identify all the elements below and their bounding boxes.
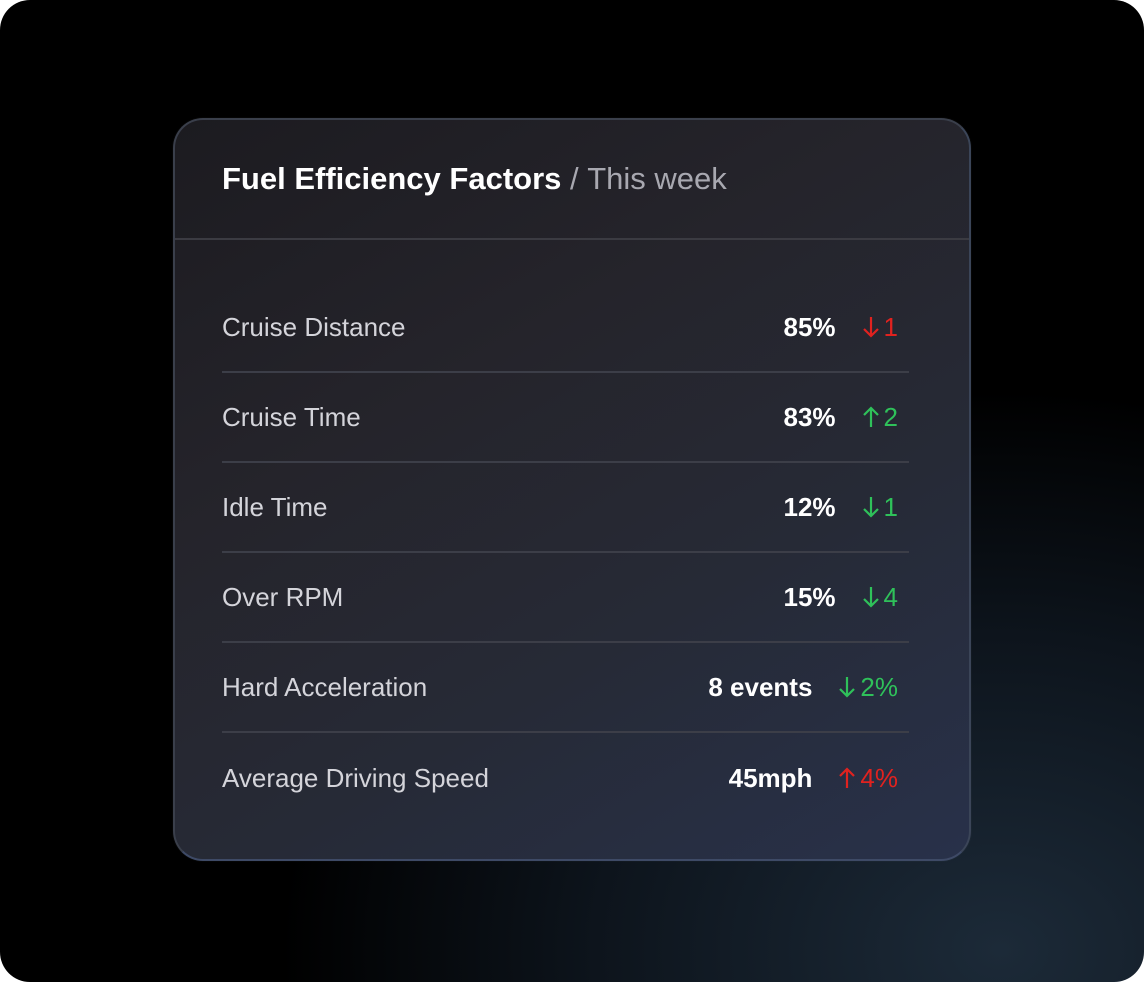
factor-value: 15%: [783, 581, 836, 612]
arrow-down-icon: [862, 317, 879, 338]
factor-change: 2: [862, 402, 898, 433]
factor-change: 1: [862, 492, 898, 523]
change-value: 2: [883, 401, 898, 432]
factor-label: Over RPM: [222, 581, 344, 612]
factor-change: 4%: [838, 763, 898, 794]
factor-change: 2%: [838, 672, 898, 703]
card-title: Fuel Efficiency Factors: [222, 161, 562, 196]
period-label: This week: [587, 161, 727, 196]
arrow-down-icon: [862, 497, 879, 518]
change-value: 4%: [860, 762, 898, 793]
factor-change: 4: [862, 582, 898, 613]
factor-label: Hard Acceleration: [222, 671, 428, 702]
card-header: Fuel Efficiency Factors / This week: [175, 120, 969, 240]
factor-row: Average Driving Speed 45mph 4%: [222, 733, 909, 823]
factor-label: Average Driving Speed: [222, 762, 489, 793]
factor-value: 45mph: [728, 762, 813, 793]
factor-label: Cruise Distance: [222, 311, 406, 342]
arrow-up-icon: [862, 406, 879, 427]
factor-row: Hard Acceleration 8 events 2%: [222, 643, 909, 733]
factor-row: Cruise Distance 85% 1: [222, 283, 909, 373]
change-value: 1: [883, 311, 898, 342]
factor-row: Cruise Time 83% 2: [222, 373, 909, 463]
factor-list: Cruise Distance 85% 1 Cruise Time 83% 2 …: [222, 283, 909, 823]
factor-value: 83%: [783, 401, 836, 432]
fuel-efficiency-card: Fuel Efficiency Factors / This week Crui…: [173, 118, 971, 861]
factor-change: 1: [862, 312, 898, 343]
factor-label: Cruise Time: [222, 401, 361, 432]
arrow-up-icon: [839, 767, 856, 788]
factor-row: Over RPM 15% 4: [222, 553, 909, 643]
change-value: 2%: [860, 671, 898, 702]
factor-value: 8 events: [708, 671, 813, 702]
arrow-down-icon: [862, 587, 879, 608]
factor-label: Idle Time: [222, 491, 328, 522]
arrow-down-icon: [839, 677, 856, 698]
change-value: 4: [883, 581, 898, 612]
factor-row: Idle Time 12% 1: [222, 463, 909, 553]
change-value: 1: [883, 491, 898, 522]
factor-value: 12%: [783, 491, 836, 522]
title-separator: /: [561, 161, 588, 196]
factor-value: 85%: [783, 311, 836, 342]
